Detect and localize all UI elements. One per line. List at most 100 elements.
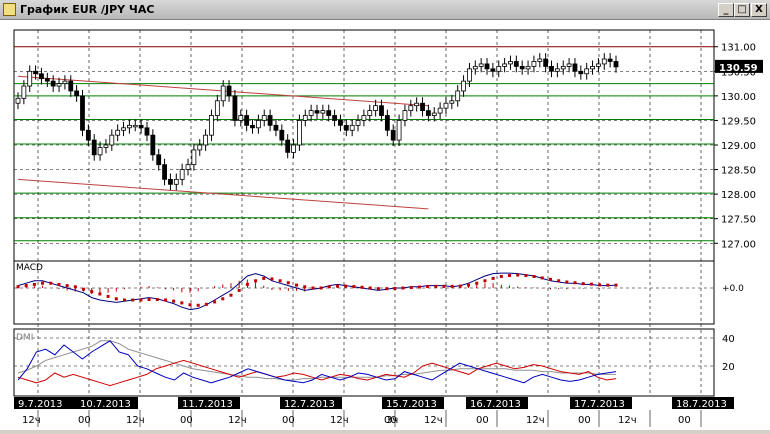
macd-signal-point (122, 298, 126, 302)
candle-body (226, 85, 232, 97)
macd-signal-point (409, 286, 413, 290)
candle-body (355, 120, 361, 126)
candle-body (443, 102, 449, 109)
macd-signal-point (393, 286, 397, 290)
candle-body (408, 105, 414, 112)
candle-body (115, 129, 121, 136)
macd-signal-point (368, 286, 372, 290)
macd-signal-point (335, 284, 339, 288)
candle-body (80, 95, 85, 131)
macd-signal-point (221, 297, 225, 301)
candle-body (367, 110, 373, 116)
macd-signal-point (376, 287, 380, 291)
candle-body (472, 65, 478, 70)
candle-body (349, 124, 355, 131)
macd-signal-point (213, 300, 217, 304)
candle-body (437, 107, 443, 114)
price-tick-label: 128.50 (721, 166, 756, 177)
date-label-box (178, 397, 240, 409)
macd-signal-point (360, 285, 364, 289)
macd-signal-point (73, 285, 77, 289)
candle-body (414, 102, 420, 107)
macd-signal-point (180, 301, 184, 305)
date-label: 18.7.2013 (676, 399, 727, 410)
candle-body (613, 61, 619, 68)
dmi-tick-label: 20 (722, 362, 735, 373)
macd-signal-point (524, 274, 528, 278)
candle-body (478, 63, 484, 67)
close-button[interactable]: X (751, 3, 767, 17)
macd-signal-point (196, 303, 200, 307)
current-price-label: 130.59 (719, 63, 758, 74)
candle-body (132, 124, 138, 128)
price-tick-label: 128.00 (721, 190, 756, 201)
candle-body (596, 63, 601, 67)
macd-signal-point (262, 276, 266, 280)
candle-body (197, 144, 203, 151)
candle-body (566, 63, 572, 67)
candle-body (590, 65, 595, 70)
macd-signal-point (467, 283, 471, 287)
macd-signal-point (573, 281, 577, 285)
macd-signal-point (278, 279, 282, 283)
candle-body (220, 85, 226, 102)
macd-signal-point (229, 293, 233, 297)
date-label: 10.7.2013 (80, 399, 131, 410)
macd-signal-point (82, 287, 86, 291)
candle-body (297, 120, 302, 146)
dmi-panel (13, 328, 715, 397)
macd-signal-point (204, 302, 208, 306)
candle-body (156, 154, 162, 166)
macd-signal-point (237, 288, 241, 292)
hour-label: 00 (476, 415, 489, 426)
price-levels (14, 46, 714, 242)
hour-label: 00 (78, 415, 91, 426)
candle-body (27, 70, 33, 87)
candle-body (455, 90, 461, 102)
candle-body (285, 139, 291, 153)
macd-signal-point (532, 274, 536, 278)
candle-body (214, 100, 220, 116)
candle-body (326, 110, 332, 116)
macd-signal-point (589, 282, 593, 286)
macd-zero-tick: +0.0 (722, 284, 744, 294)
candle-body (584, 68, 590, 75)
candle-body (607, 58, 613, 62)
candle-body (291, 144, 296, 153)
candle-body (519, 65, 525, 70)
candle-body (560, 65, 566, 70)
macd-signal-point (41, 281, 45, 285)
date-label-box (570, 397, 632, 409)
candle-body (273, 124, 279, 131)
macd-signal-point (557, 279, 561, 283)
macd-signal-point (155, 298, 159, 302)
price-tick-label: 131.00 (721, 43, 756, 54)
candle-body (244, 115, 250, 126)
candle-body (168, 178, 173, 185)
maximize-button[interactable]: □ (734, 3, 750, 17)
macd-signal-point (352, 285, 356, 289)
hour-label: 12ч (126, 415, 145, 426)
price-tick-label: 127.00 (721, 239, 756, 250)
minimize-button[interactable]: _ (718, 3, 734, 17)
macd-signal-point (581, 282, 585, 286)
window-title: График EUR /JPY ЧАС (20, 3, 155, 16)
price-tick-label: 130.00 (721, 92, 756, 103)
candle-body (461, 80, 466, 92)
hour-label: 12ч (330, 415, 349, 426)
candle-body (62, 80, 68, 84)
dmi-tick-label: 40 (722, 334, 735, 345)
date-label-box (280, 397, 342, 409)
candle-body (572, 63, 578, 72)
date-label: 12.7.2013 (284, 399, 335, 410)
candle-body (15, 97, 21, 104)
candle-body (308, 110, 314, 116)
candle-body (508, 61, 513, 65)
dmi-label: DMI (16, 333, 33, 343)
macd-signal-point (16, 285, 20, 289)
candle-body (250, 124, 255, 129)
macd-signal-point (163, 298, 167, 302)
candle-body (390, 129, 396, 141)
